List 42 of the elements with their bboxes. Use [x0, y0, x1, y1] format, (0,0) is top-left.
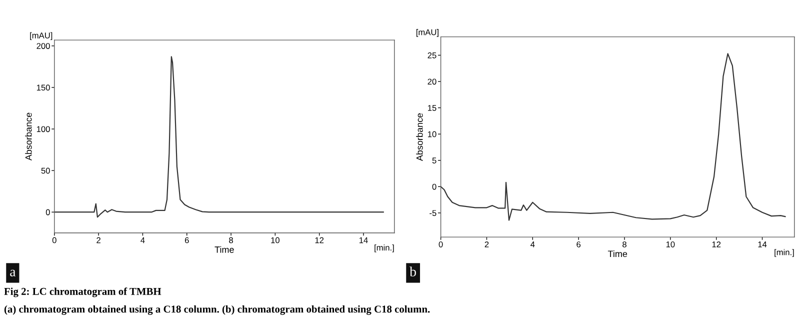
y-tick-label: 25	[428, 52, 436, 58]
y-tick-label: 100	[36, 126, 50, 132]
line-series	[54, 56, 384, 218]
y-tick-label: 5	[432, 158, 436, 164]
line-series	[440, 53, 786, 221]
x-tick-label: 8	[229, 237, 233, 244]
y-tick-label: 10	[428, 131, 436, 138]
x-tick-label: 0	[438, 241, 443, 248]
x-tick-label: 2	[484, 241, 489, 248]
y-tick-label: 20	[428, 78, 436, 85]
text: [min.]	[774, 249, 794, 257]
x-axis-title: Time	[214, 246, 234, 253]
x-tick-label: 4	[140, 237, 145, 244]
text: a	[10, 270, 16, 276]
text: [mAU]	[416, 29, 438, 37]
x-tick-label: 2	[96, 237, 100, 244]
y-tick-label: 0	[432, 184, 436, 190]
caption: Fig 2: LC chromatogram of TMBH	[4, 288, 162, 298]
text: [min.]	[374, 244, 394, 252]
y-tick-label: 15	[428, 105, 436, 111]
x-tick-label: 12	[712, 241, 721, 248]
x-tick-label: 0	[52, 237, 56, 244]
x-tick-label: 10	[271, 237, 280, 244]
x-tick-label: 12	[315, 237, 324, 244]
text: (a) chromatogram obtained using a C18 column. (b) chromatogram obtained using C18 column.	[4, 305, 430, 315]
text: [mAU]	[30, 32, 52, 40]
y-tick-label: 150	[36, 84, 50, 91]
y-tick-label: -5	[430, 210, 436, 216]
text: b	[410, 266, 416, 276]
x-tick-label: 6	[576, 241, 581, 248]
x-tick-label: 10	[666, 241, 675, 248]
y-tick-label: 0	[46, 209, 50, 216]
x-axis-title: Time	[608, 250, 628, 258]
x-tick-label: 14	[359, 237, 368, 244]
y-axis-title: Absorbance	[416, 113, 423, 162]
y-tick-label: 200	[36, 43, 50, 49]
x-tick-label: 14	[758, 242, 767, 248]
x-tick-label: 4	[530, 242, 535, 248]
x-tick-label: 6	[184, 237, 189, 244]
y-axis-title: Absorbance	[25, 112, 32, 161]
y-tick-label: 50	[41, 168, 50, 174]
x-tick-label: 8	[622, 241, 626, 248]
